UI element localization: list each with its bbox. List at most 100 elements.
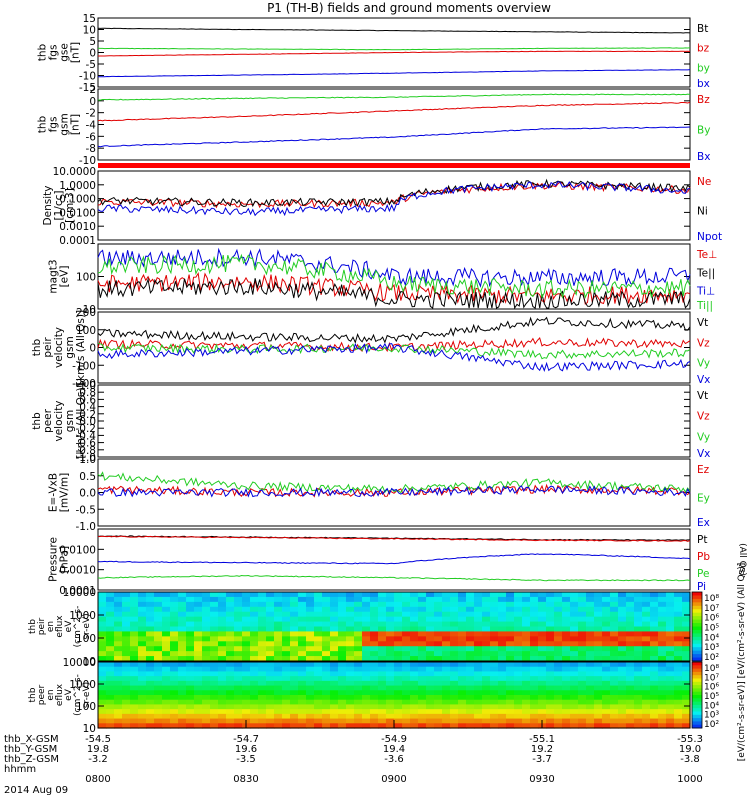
position-value: -54.9 [381, 734, 407, 745]
heatmap-cell [658, 626, 667, 633]
heatmap-cell [378, 631, 387, 637]
heatmap-cell [538, 695, 547, 701]
heatmap-cell [346, 690, 355, 696]
heatmap-cell [594, 616, 603, 623]
heatmap-cell [418, 651, 427, 657]
heatmap-cell [386, 631, 395, 637]
heatmap-cell [426, 601, 435, 608]
heatmap-cell [458, 656, 467, 662]
heatmap-cell [362, 646, 371, 652]
heatmap-cell [674, 709, 683, 715]
y-tick-label: 10 [83, 304, 96, 316]
heatmap-cell [354, 592, 363, 598]
heatmap-cell [418, 656, 427, 662]
heatmap-cell [234, 704, 243, 710]
y-tick-label: -0.4 [76, 430, 97, 442]
heatmap-cell [202, 631, 211, 637]
heatmap-cell [298, 671, 307, 677]
heatmap-cell [282, 631, 291, 637]
heatmap-cell [394, 709, 403, 715]
heatmap-cell [226, 723, 235, 729]
heatmap-cell [410, 723, 419, 729]
heatmap-cell [402, 651, 411, 657]
heatmap-cell [554, 718, 563, 724]
heatmap-cell [298, 713, 307, 720]
heatmap-cell [602, 592, 611, 598]
heatmap-cell [210, 704, 219, 710]
heatmap-cell [170, 680, 179, 687]
heatmap-cell [602, 662, 611, 668]
heatmap-cell [202, 723, 211, 729]
heatmap-cell [594, 685, 603, 691]
heatmap-cell [514, 626, 523, 633]
heatmap-cell [682, 646, 691, 652]
heatmap-cell [506, 685, 515, 691]
heatmap-cell [290, 651, 299, 657]
heatmap-cell [386, 601, 395, 608]
heatmap-cell [570, 621, 579, 628]
heatmap-cell [546, 709, 555, 715]
heatmap-cell [602, 713, 611, 720]
colorbar-swatch [692, 698, 702, 703]
heatmap-cell [610, 723, 619, 729]
heatmap-cell [546, 718, 555, 724]
y-tick-label: 0.0001 [59, 235, 96, 247]
legend-label: Ti|| [696, 300, 713, 312]
heatmap-cell [330, 636, 339, 642]
heatmap-cell [210, 621, 219, 628]
colorbar-swatch [692, 724, 702, 729]
heatmap-cell [98, 699, 107, 706]
y-tick-label: 0.0010 [59, 565, 96, 577]
heatmap-cell [410, 718, 419, 724]
heatmap-cell [658, 651, 667, 657]
heatmap-cell [394, 671, 403, 677]
heatmap-cell [674, 606, 683, 613]
heatmap-cell [450, 656, 459, 662]
heatmap-cell [506, 690, 515, 696]
heatmap-cell [458, 596, 467, 603]
heatmap-cell [586, 713, 595, 720]
heatmap-cell [562, 611, 571, 618]
heatmap-cell [538, 671, 547, 677]
heatmap-cell [378, 676, 387, 682]
heatmap-cell [586, 611, 595, 618]
heatmap-cell [498, 685, 507, 691]
heatmap-cell [618, 646, 627, 652]
heatmap-cell [546, 695, 555, 701]
heatmap-cell [370, 713, 379, 720]
heatmap-cell [338, 592, 347, 598]
heatmap-cell [410, 690, 419, 696]
heatmap-cell [218, 695, 227, 701]
heatmap-cell [546, 631, 555, 637]
heatmap-cell [530, 676, 539, 682]
heatmap-cell [338, 699, 347, 706]
heatmap-cell [362, 631, 371, 637]
heatmap-cell [354, 713, 363, 720]
heatmap-cell [674, 680, 683, 687]
heatmap-cell [258, 656, 267, 662]
heatmap-cell [458, 641, 467, 647]
heatmap-cell [162, 723, 171, 729]
heatmap-cell [138, 606, 147, 613]
heatmap-cell [442, 616, 451, 623]
heatmap-cell [266, 723, 275, 729]
heatmap-cell [634, 666, 643, 673]
heatmap-cell [338, 723, 347, 729]
heatmap-cell [410, 616, 419, 623]
heatmap-cell [322, 713, 331, 720]
heatmap-cell [114, 616, 123, 623]
heatmap-cell [450, 666, 459, 673]
heatmap-cell [218, 662, 227, 668]
heatmap-cell [250, 699, 259, 706]
heatmap-cell [258, 666, 267, 673]
heatmap-cell [338, 596, 347, 603]
heatmap-cell [626, 651, 635, 657]
heatmap-cell [178, 611, 187, 618]
heatmap-cell [506, 699, 515, 706]
heatmap-cell [138, 596, 147, 603]
heatmap-cell [218, 718, 227, 724]
heatmap-cell [458, 671, 467, 677]
